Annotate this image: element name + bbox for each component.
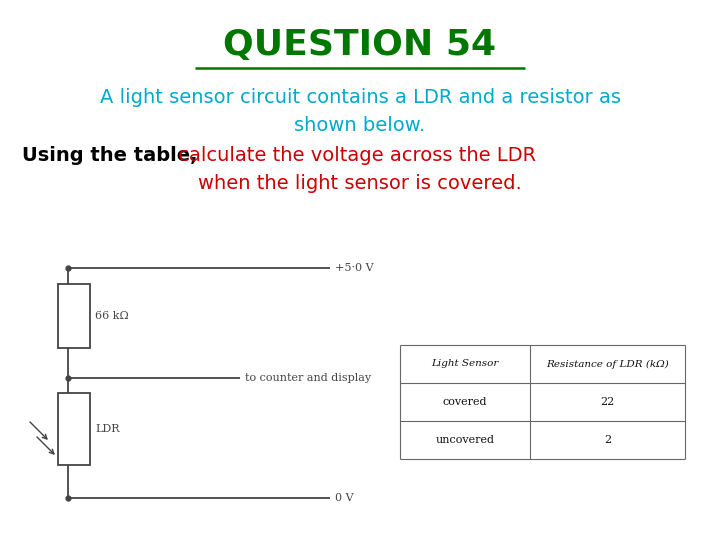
Text: 22: 22 — [600, 397, 615, 407]
Text: LDR: LDR — [95, 424, 120, 434]
Text: 0 V: 0 V — [335, 493, 354, 503]
Bar — [58, 393, 90, 465]
Text: covered: covered — [443, 397, 487, 407]
Text: to counter and display: to counter and display — [245, 373, 371, 383]
Text: Using the table,: Using the table, — [22, 146, 197, 165]
Text: A light sensor circuit contains a LDR and a resistor as: A light sensor circuit contains a LDR an… — [99, 88, 621, 107]
Text: QUESTION 54: QUESTION 54 — [223, 28, 497, 62]
Text: when the light sensor is covered.: when the light sensor is covered. — [198, 174, 522, 193]
Bar — [58, 284, 90, 348]
Text: uncovered: uncovered — [436, 435, 495, 445]
Text: shown below.: shown below. — [294, 116, 426, 135]
Text: 66 kΩ: 66 kΩ — [95, 311, 129, 321]
Text: 2: 2 — [604, 435, 611, 445]
Text: calculate the voltage across the LDR: calculate the voltage across the LDR — [172, 146, 536, 165]
Text: Light Sensor: Light Sensor — [431, 360, 499, 368]
Text: Resistance of LDR (kΩ): Resistance of LDR (kΩ) — [546, 360, 669, 369]
Text: +5·0 V: +5·0 V — [335, 263, 374, 273]
